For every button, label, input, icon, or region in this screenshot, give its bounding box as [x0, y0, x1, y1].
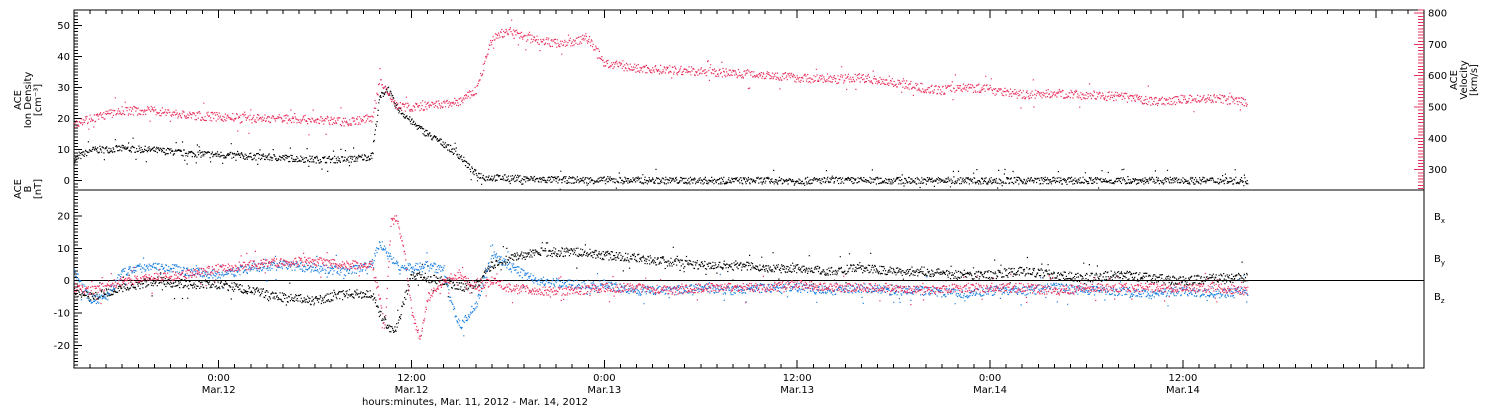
legend-subscript: x	[1441, 217, 1445, 225]
legend-subscript: z	[1441, 297, 1445, 305]
x-tick-time: 0:00	[207, 373, 229, 384]
by-series-points	[74, 241, 1249, 337]
by-series	[74, 241, 1249, 337]
top-left-ylabel-line: [cm⁻³]	[33, 84, 44, 116]
bottom-ylabel-line: B	[23, 185, 34, 192]
x-tick-date: Mar.13	[587, 385, 621, 396]
legend-blue: By	[1434, 254, 1445, 267]
left-tick-label: 10	[57, 145, 70, 156]
top-frame	[73, 9, 1425, 191]
bottom-ylabel-line: ACE	[13, 179, 24, 199]
legend-pink: Bz	[1434, 292, 1445, 305]
right-tick-label: 500	[1428, 103, 1447, 114]
bottom-y-axis: -20 -10 0 10 20	[54, 192, 82, 366]
top-right-ylabel-line: ACE	[1449, 70, 1460, 90]
top-right-ylabel-line: Velocity	[1459, 60, 1470, 99]
bz-series	[74, 215, 1249, 340]
right-tick-label: 400	[1428, 134, 1447, 145]
b-tick-label: -20	[54, 341, 70, 352]
left-tick-label: 40	[57, 52, 70, 63]
x-tick-time: 0:00	[979, 373, 1001, 384]
left-tick-label: 30	[57, 83, 70, 94]
x-tick-time: 12:00	[397, 373, 426, 384]
ion-density-series-points	[74, 86, 1249, 190]
top-left-ylabel-line: ACE	[13, 90, 24, 110]
x-tick-date: Mar.14	[973, 385, 1007, 396]
ion-density-series	[74, 86, 1249, 190]
right-tick-label: 700	[1428, 40, 1447, 51]
left-tick-label: 20	[57, 114, 70, 125]
bz-series-points	[74, 215, 1249, 340]
right-tick-label: 300	[1428, 165, 1447, 176]
left-tick-label: 0	[64, 176, 70, 187]
right-y-axis: 300 400 500 600 700 800	[1414, 9, 1447, 189]
left-tick-label: 50	[57, 21, 70, 32]
x-tick-time: 12:00	[1169, 373, 1198, 384]
x-axis-title: hours:minutes, Mar. 11, 2012 - Mar. 14, …	[362, 397, 588, 408]
b-tick-label: 20	[57, 211, 70, 222]
bottom-ylabel: ACE B [nT]	[13, 179, 44, 199]
x-tick-date: Mar.12	[395, 385, 429, 396]
legend-subscript: y	[1441, 259, 1445, 267]
right-tick-label: 800	[1428, 9, 1447, 20]
legend-black: Bx	[1434, 212, 1445, 225]
x-axis: 0:00Mar.1212:00Mar.120:00Mar.1312:00Mar.…	[73, 10, 1425, 396]
b-tick-label: 10	[57, 244, 70, 255]
bottom-ylabel-line: [nT]	[33, 179, 44, 199]
x-tick-date: Mar.14	[1166, 385, 1200, 396]
x-tick-date: Mar.13	[780, 385, 814, 396]
top-left-ylabel: ACE Ion Density [cm⁻³]	[13, 72, 44, 129]
left-y-axis: 0 10 20 30 40 50	[57, 9, 82, 191]
top-right-ylabel: ACE Velocity [km/s]	[1449, 60, 1480, 99]
legend: Bx By Bz	[1434, 212, 1445, 305]
top-left-ylabel-line: Ion Density	[23, 72, 34, 129]
right-tick-label: 600	[1428, 71, 1447, 82]
x-tick-time: 0:00	[593, 373, 615, 384]
top-right-ylabel-line: [km/s]	[1469, 64, 1480, 96]
velocity-series	[74, 19, 1248, 136]
x-tick-date: Mar.12	[202, 385, 236, 396]
b-tick-label: -10	[54, 308, 70, 319]
b-tick-label: 0	[64, 276, 70, 287]
velocity-series-points	[74, 19, 1248, 136]
x-tick-time: 12:00	[783, 373, 812, 384]
